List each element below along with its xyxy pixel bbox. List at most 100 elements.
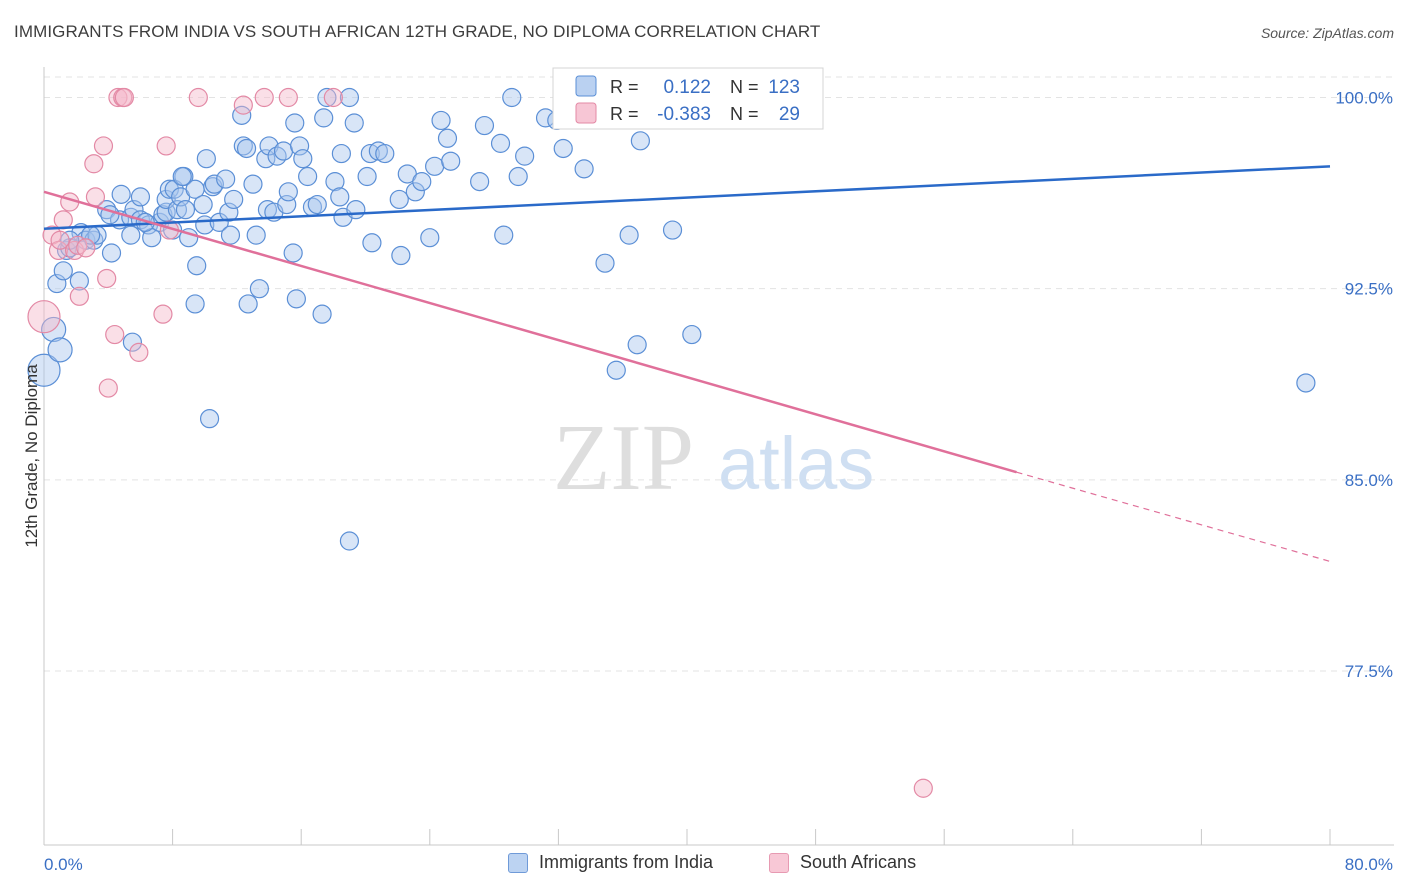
data-point-south-africans: [98, 378, 118, 398]
data-point-india: [474, 115, 495, 136]
stats-n-value-india: 123: [768, 77, 800, 98]
legend-swatch-south-africans: [769, 852, 789, 873]
stats-r-value-south-africans: -0.383: [657, 104, 711, 125]
legend-swatch-india: [508, 852, 528, 873]
data-point-india: [193, 194, 213, 215]
data-point-south-africans: [69, 286, 89, 306]
data-point-india: [238, 294, 258, 314]
data-point-india: [283, 243, 303, 263]
data-point-south-africans: [84, 154, 104, 174]
data-point-india: [346, 200, 366, 220]
trend-line-south-africans-extension: [1016, 471, 1331, 562]
data-point-india: [101, 243, 122, 263]
data-point-south-africans: [156, 136, 176, 156]
stats-legend-box: [552, 67, 824, 130]
data-point-india: [331, 143, 351, 164]
data-point-india: [175, 200, 196, 220]
data-point-india: [330, 187, 350, 207]
data-point-india: [220, 225, 241, 245]
data-point-south-africans: [85, 187, 106, 207]
legend-label-india: Immigrants from India: [539, 852, 714, 872]
data-point-india: [515, 146, 535, 166]
data-point-india: [553, 138, 573, 159]
data-point-india: [121, 225, 141, 245]
data-point-india: [69, 271, 89, 291]
y-tick-label: 77.5%: [1345, 662, 1393, 681]
data-point-india: [1296, 373, 1316, 393]
data-point-south-africans: [50, 230, 70, 250]
data-point-india: [122, 332, 143, 352]
data-point-india: [298, 166, 318, 187]
data-point-south-africans: [48, 240, 69, 261]
data-point-india: [357, 166, 377, 187]
data-point-india: [375, 143, 395, 164]
data-point-india: [27, 353, 61, 387]
data-point-india: [196, 149, 216, 169]
data-point-south-africans: [93, 136, 114, 156]
data-point-south-africans: [114, 87, 134, 108]
data-point-india: [267, 146, 287, 166]
data-point-south-africans: [108, 87, 128, 108]
data-point-india: [111, 184, 131, 204]
data-point-india: [130, 187, 151, 207]
data-point-india: [431, 110, 451, 131]
data-point-south-africans: [76, 238, 96, 258]
chart-title: IMMIGRANTS FROM INDIA VS SOUTH AFRICAN 1…: [14, 22, 821, 41]
data-point-india: [273, 141, 294, 161]
data-point-india: [159, 179, 179, 199]
data-point-india: [502, 87, 522, 108]
data-point-india: [606, 360, 626, 380]
data-point-south-africans: [254, 87, 274, 108]
data-point-south-africans: [97, 268, 117, 289]
data-point-india: [317, 87, 337, 108]
legend-item-south-africans[interactable]: South Africans: [769, 852, 916, 873]
stats-swatch-india: [575, 75, 597, 97]
data-point-india: [232, 105, 252, 125]
data-point-india: [470, 172, 490, 192]
data-point-india: [391, 245, 411, 266]
legend-label-south-africans: South Africans: [800, 852, 917, 872]
data-point-india: [490, 133, 511, 153]
watermark-atlas: atlas: [718, 422, 874, 505]
stats-n-label-india: N =: [730, 77, 759, 97]
data-point-india: [314, 108, 334, 128]
data-point-india: [199, 409, 220, 429]
data-point-india: [339, 531, 360, 551]
trend-lines: [43, 165, 1331, 562]
data-point-india: [630, 131, 650, 151]
data-point-india: [344, 113, 364, 133]
data-point-india: [278, 182, 298, 202]
data-point-india: [172, 166, 192, 187]
trend-line-india: [43, 165, 1331, 231]
data-point-india: [187, 256, 207, 276]
data-point-india: [412, 172, 432, 192]
legend-item-india[interactable]: Immigrants from India: [508, 852, 713, 873]
data-point-india: [325, 172, 345, 192]
data-point-india: [233, 136, 253, 156]
data-point-india: [289, 136, 310, 156]
stats-r-label-south-africans: R =: [610, 104, 639, 124]
stats-r-value-india: 0.122: [663, 77, 711, 98]
data-point-india: [425, 156, 445, 176]
data-point-south-africans: [323, 87, 343, 108]
data-point-india: [441, 151, 461, 171]
source-credit: Source: ZipAtlas.com: [1260, 25, 1394, 41]
data-point-india: [405, 182, 425, 202]
y-tick-label: 92.5%: [1345, 280, 1393, 299]
data-point-india: [216, 169, 236, 189]
data-point-india: [167, 200, 188, 220]
y-tick-label: 100.0%: [1335, 89, 1393, 108]
stats-legend: R = 0.122 N = 123 R = -0.383 N = 29: [552, 67, 824, 130]
data-point-india: [420, 228, 440, 248]
data-point-india: [307, 194, 327, 215]
data-point-india: [285, 113, 305, 133]
data-point-india: [437, 128, 458, 148]
stats-n-label-south-africans: N =: [730, 104, 759, 124]
data-point-india: [256, 149, 276, 169]
stats-n-value-south-africans: 29: [779, 104, 800, 125]
data-point-india: [243, 174, 263, 194]
data-point-south-africans: [129, 342, 149, 362]
data-point-india: [389, 189, 409, 210]
data-point-india: [47, 337, 73, 363]
